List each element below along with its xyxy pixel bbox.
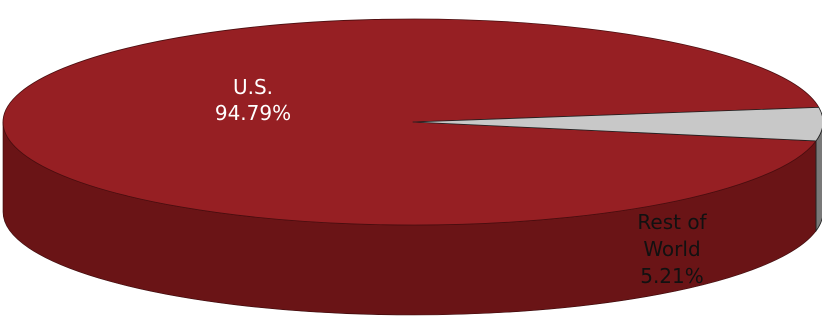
slice-top-us xyxy=(2,18,820,226)
slice-label-us-line: 94.79% xyxy=(215,101,291,125)
pie-labels: U.S. 94.79% Rest of World 5.21% xyxy=(215,75,708,288)
slice-label-rest-of-world-line: Rest of xyxy=(637,210,707,234)
pie-tops xyxy=(2,18,822,226)
slice-label-rest-of-world: Rest of World 5.21% xyxy=(637,210,707,288)
slice-label-us-line: U.S. xyxy=(233,75,273,99)
slice-label-rest-of-world-line: World xyxy=(643,237,700,261)
slice-top-rest-of-world xyxy=(412,106,822,142)
slice-label-us: U.S. 94.79% xyxy=(215,75,291,125)
slice-label-rest-of-world-line: 5.21% xyxy=(640,264,704,288)
